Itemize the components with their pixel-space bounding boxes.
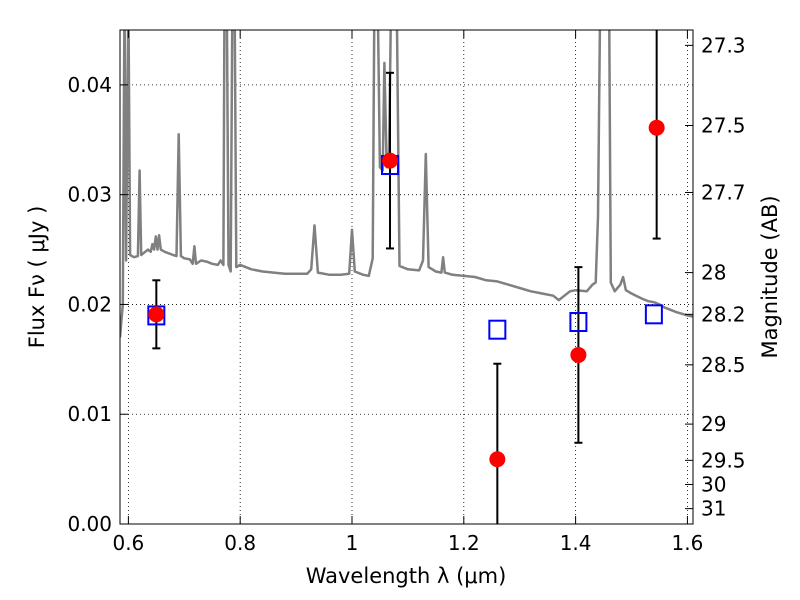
mag-tick-label: 28.2 <box>701 302 746 326</box>
y-tick-label: 0.01 <box>67 402 112 426</box>
model-square-marker <box>644 304 663 325</box>
x-tick-label: 0.6 <box>112 531 144 555</box>
observed-point <box>382 152 399 169</box>
points-layer <box>147 30 665 524</box>
x-tick-label: 1.2 <box>448 531 480 555</box>
mag-tick-label: 31 <box>701 497 726 521</box>
observed-point <box>489 451 506 468</box>
x-axis-title: Wavelength λ (μm) <box>306 564 507 588</box>
mag-tick-label: 27.7 <box>701 180 746 204</box>
y-tick-label: 0.03 <box>67 183 112 207</box>
mag-tick-label: 27.5 <box>701 114 746 138</box>
x-tick-label: 1 <box>346 531 359 555</box>
observed-point <box>648 119 665 136</box>
y2-axis-title: Magnitude (AB) <box>758 195 782 358</box>
y-tick-label: 0.04 <box>67 73 112 97</box>
mag-tick-label: 30 <box>701 472 726 496</box>
observed-point <box>570 346 587 363</box>
mag-tick-label: 29.5 <box>701 448 746 472</box>
y-tick-label: 0.02 <box>67 292 112 316</box>
mag-tick-label: 28 <box>701 261 726 285</box>
x-tick-label: 1.6 <box>672 531 704 555</box>
mag-tick-label: 28.5 <box>701 353 746 377</box>
model-square-marker <box>488 319 507 340</box>
x-tick-label: 0.8 <box>224 531 256 555</box>
spectrum-layer <box>120 30 693 338</box>
ticks-layer: 0.6 0.8 1 1.2 1.4 1.6 0.00 0.01 0.02 0.03 0.04 27.3… <box>67 30 746 555</box>
plot-frame <box>119 29 694 525</box>
y-axis-title: Flux Fν ( μJy ) <box>25 206 49 349</box>
x-tick-label: 1.4 <box>560 531 592 555</box>
spectrum-line <box>120 30 693 338</box>
mag-tick-label: 29 <box>701 412 726 436</box>
model-square-marker <box>569 312 588 333</box>
mag-tick-label: 27.3 <box>701 33 746 57</box>
observed-point <box>148 306 165 323</box>
y-tick-label: 0.00 <box>67 512 112 536</box>
